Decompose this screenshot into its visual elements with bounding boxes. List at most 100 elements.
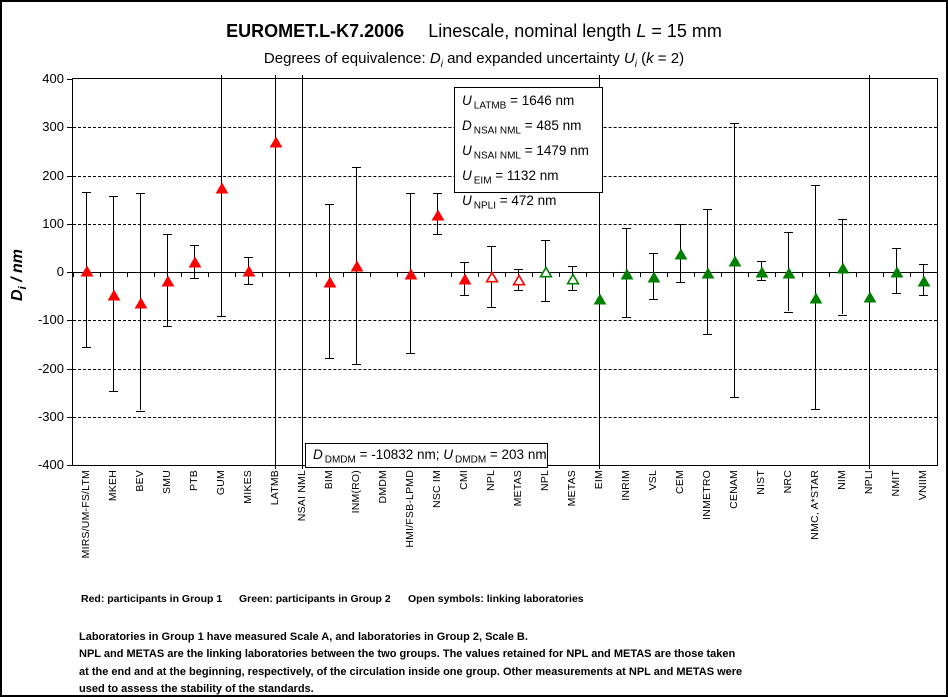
x-axis-label: NPL <box>484 470 497 492</box>
category-tick <box>397 272 398 277</box>
subtitle-u-sub: i <box>634 59 637 70</box>
error-bar-cap <box>136 193 145 195</box>
error-bar-cap <box>190 245 199 246</box>
category-tick <box>370 272 371 277</box>
marker-solid-triangle <box>890 265 904 278</box>
annotation-box-dmdm: D DMDM = -10832 nm; U DMDM = 203 nm <box>305 443 548 468</box>
chart-title: EUROMET.L-K7.2006 Linescale, nominal leng… <box>2 21 946 42</box>
category-tick <box>937 272 938 277</box>
error-bar-cap <box>622 316 631 318</box>
error-bar-cap <box>811 408 820 410</box>
y-tick <box>67 272 73 273</box>
y-tick <box>67 368 73 370</box>
marker-open-triangle <box>565 272 580 285</box>
error-bar-cap <box>190 277 199 279</box>
error-bar-cap <box>433 234 442 236</box>
category-tick <box>856 272 857 277</box>
category-tick <box>721 272 722 277</box>
error-bar-cap <box>838 314 847 316</box>
x-axis-label: CENAM <box>727 470 740 509</box>
x-axis-label: NPL <box>538 470 551 492</box>
marker-open-triangle <box>484 270 499 283</box>
gridline <box>73 223 937 225</box>
error-bar <box>275 75 276 469</box>
x-axis-label: MIKES <box>241 470 254 504</box>
error-bar-cap <box>730 122 739 124</box>
subtitle-post: = 2) <box>653 50 685 67</box>
error-bar-cap <box>244 283 253 285</box>
y-tick <box>67 416 73 418</box>
y-tick-label: -100 <box>37 312 64 328</box>
error-bar-cap <box>460 261 469 263</box>
note-line: at the end and at the beginning, respect… <box>79 665 743 678</box>
title-code: EUROMET.L-K7.2006 <box>226 21 405 41</box>
y-tick-label: -300 <box>37 408 64 424</box>
category-tick <box>262 272 263 277</box>
marker-solid-triangle <box>404 267 418 280</box>
category-tick <box>532 272 533 277</box>
marker-solid-triangle <box>188 255 202 268</box>
x-axis-label: METAS <box>511 470 524 507</box>
subtitle-paren: ( <box>636 50 647 67</box>
error-bar-cap <box>82 192 91 194</box>
marker-solid-triangle <box>809 291 823 304</box>
category-tick <box>640 272 641 277</box>
note-line: used to assess the stability of the stan… <box>79 683 314 696</box>
x-axis-label: NSC IM <box>430 470 443 508</box>
category-tick <box>613 272 614 277</box>
x-axis-label: HMI/FSB-LPMD <box>403 470 416 548</box>
error-bar-cap <box>217 315 226 317</box>
category-tick <box>154 272 155 277</box>
category-tick <box>316 272 317 277</box>
annotation-line: U EIM = 1132 nm <box>462 168 559 187</box>
subtitle-d-sub: i <box>440 59 443 70</box>
x-axis-label: GUM <box>214 470 227 496</box>
marker-solid-triangle <box>647 270 661 283</box>
x-axis-label: CMI <box>457 470 470 490</box>
error-bar-cap <box>838 218 847 220</box>
error-bar-cap <box>109 196 118 198</box>
marker-solid-triangle <box>674 247 688 260</box>
error-bar-cap <box>136 410 145 412</box>
error-bar-cap <box>433 192 442 194</box>
marker-solid-triangle <box>917 274 931 287</box>
category-tick <box>829 272 830 277</box>
category-tick <box>694 272 695 277</box>
x-axis-label: NIST <box>754 470 767 495</box>
x-axis-label: NPLI <box>862 470 875 495</box>
error-bar-cap <box>730 397 739 398</box>
error-bar-cap <box>757 279 766 281</box>
marker-solid-triangle <box>836 261 850 274</box>
x-axis-label: DMDM <box>376 470 389 504</box>
error-bar-cap <box>352 363 361 365</box>
error-bar-cap <box>811 184 820 186</box>
y-tick <box>67 79 73 80</box>
x-axis-label: BEV <box>133 470 146 492</box>
category-tick <box>235 272 236 277</box>
category-tick <box>343 272 344 277</box>
subtitle-pre: Degrees of equivalence: <box>263 50 430 67</box>
error-bar-cap <box>109 391 118 393</box>
marker-solid-triangle <box>323 275 337 288</box>
error-bar-cap <box>406 192 415 194</box>
x-axis-label: CEM <box>673 470 686 494</box>
category-tick <box>451 272 452 277</box>
marker-solid-triangle <box>269 135 283 148</box>
category-tick <box>910 272 911 277</box>
y-tick-label: -200 <box>37 360 64 376</box>
marker-solid-triangle <box>782 266 796 279</box>
x-axis-label: MIRS/UM-FS/LTM <box>79 470 92 559</box>
marker-open-triangle <box>538 265 553 278</box>
error-bar-cap <box>919 264 928 266</box>
error-bar-cap <box>460 294 469 296</box>
error-bar-cap <box>784 311 793 313</box>
category-tick <box>586 272 587 277</box>
note-line: Laboratories in Group 1 have measured Sc… <box>79 631 528 643</box>
marker-solid-triangle <box>431 208 445 221</box>
x-axis-label: LATMB <box>268 470 281 506</box>
error-bar-cap <box>676 281 685 283</box>
error-bar-cap <box>622 228 631 230</box>
error-bar-cap <box>163 326 172 327</box>
error-bar-cap <box>541 300 550 302</box>
marker-solid-triangle <box>458 272 472 285</box>
